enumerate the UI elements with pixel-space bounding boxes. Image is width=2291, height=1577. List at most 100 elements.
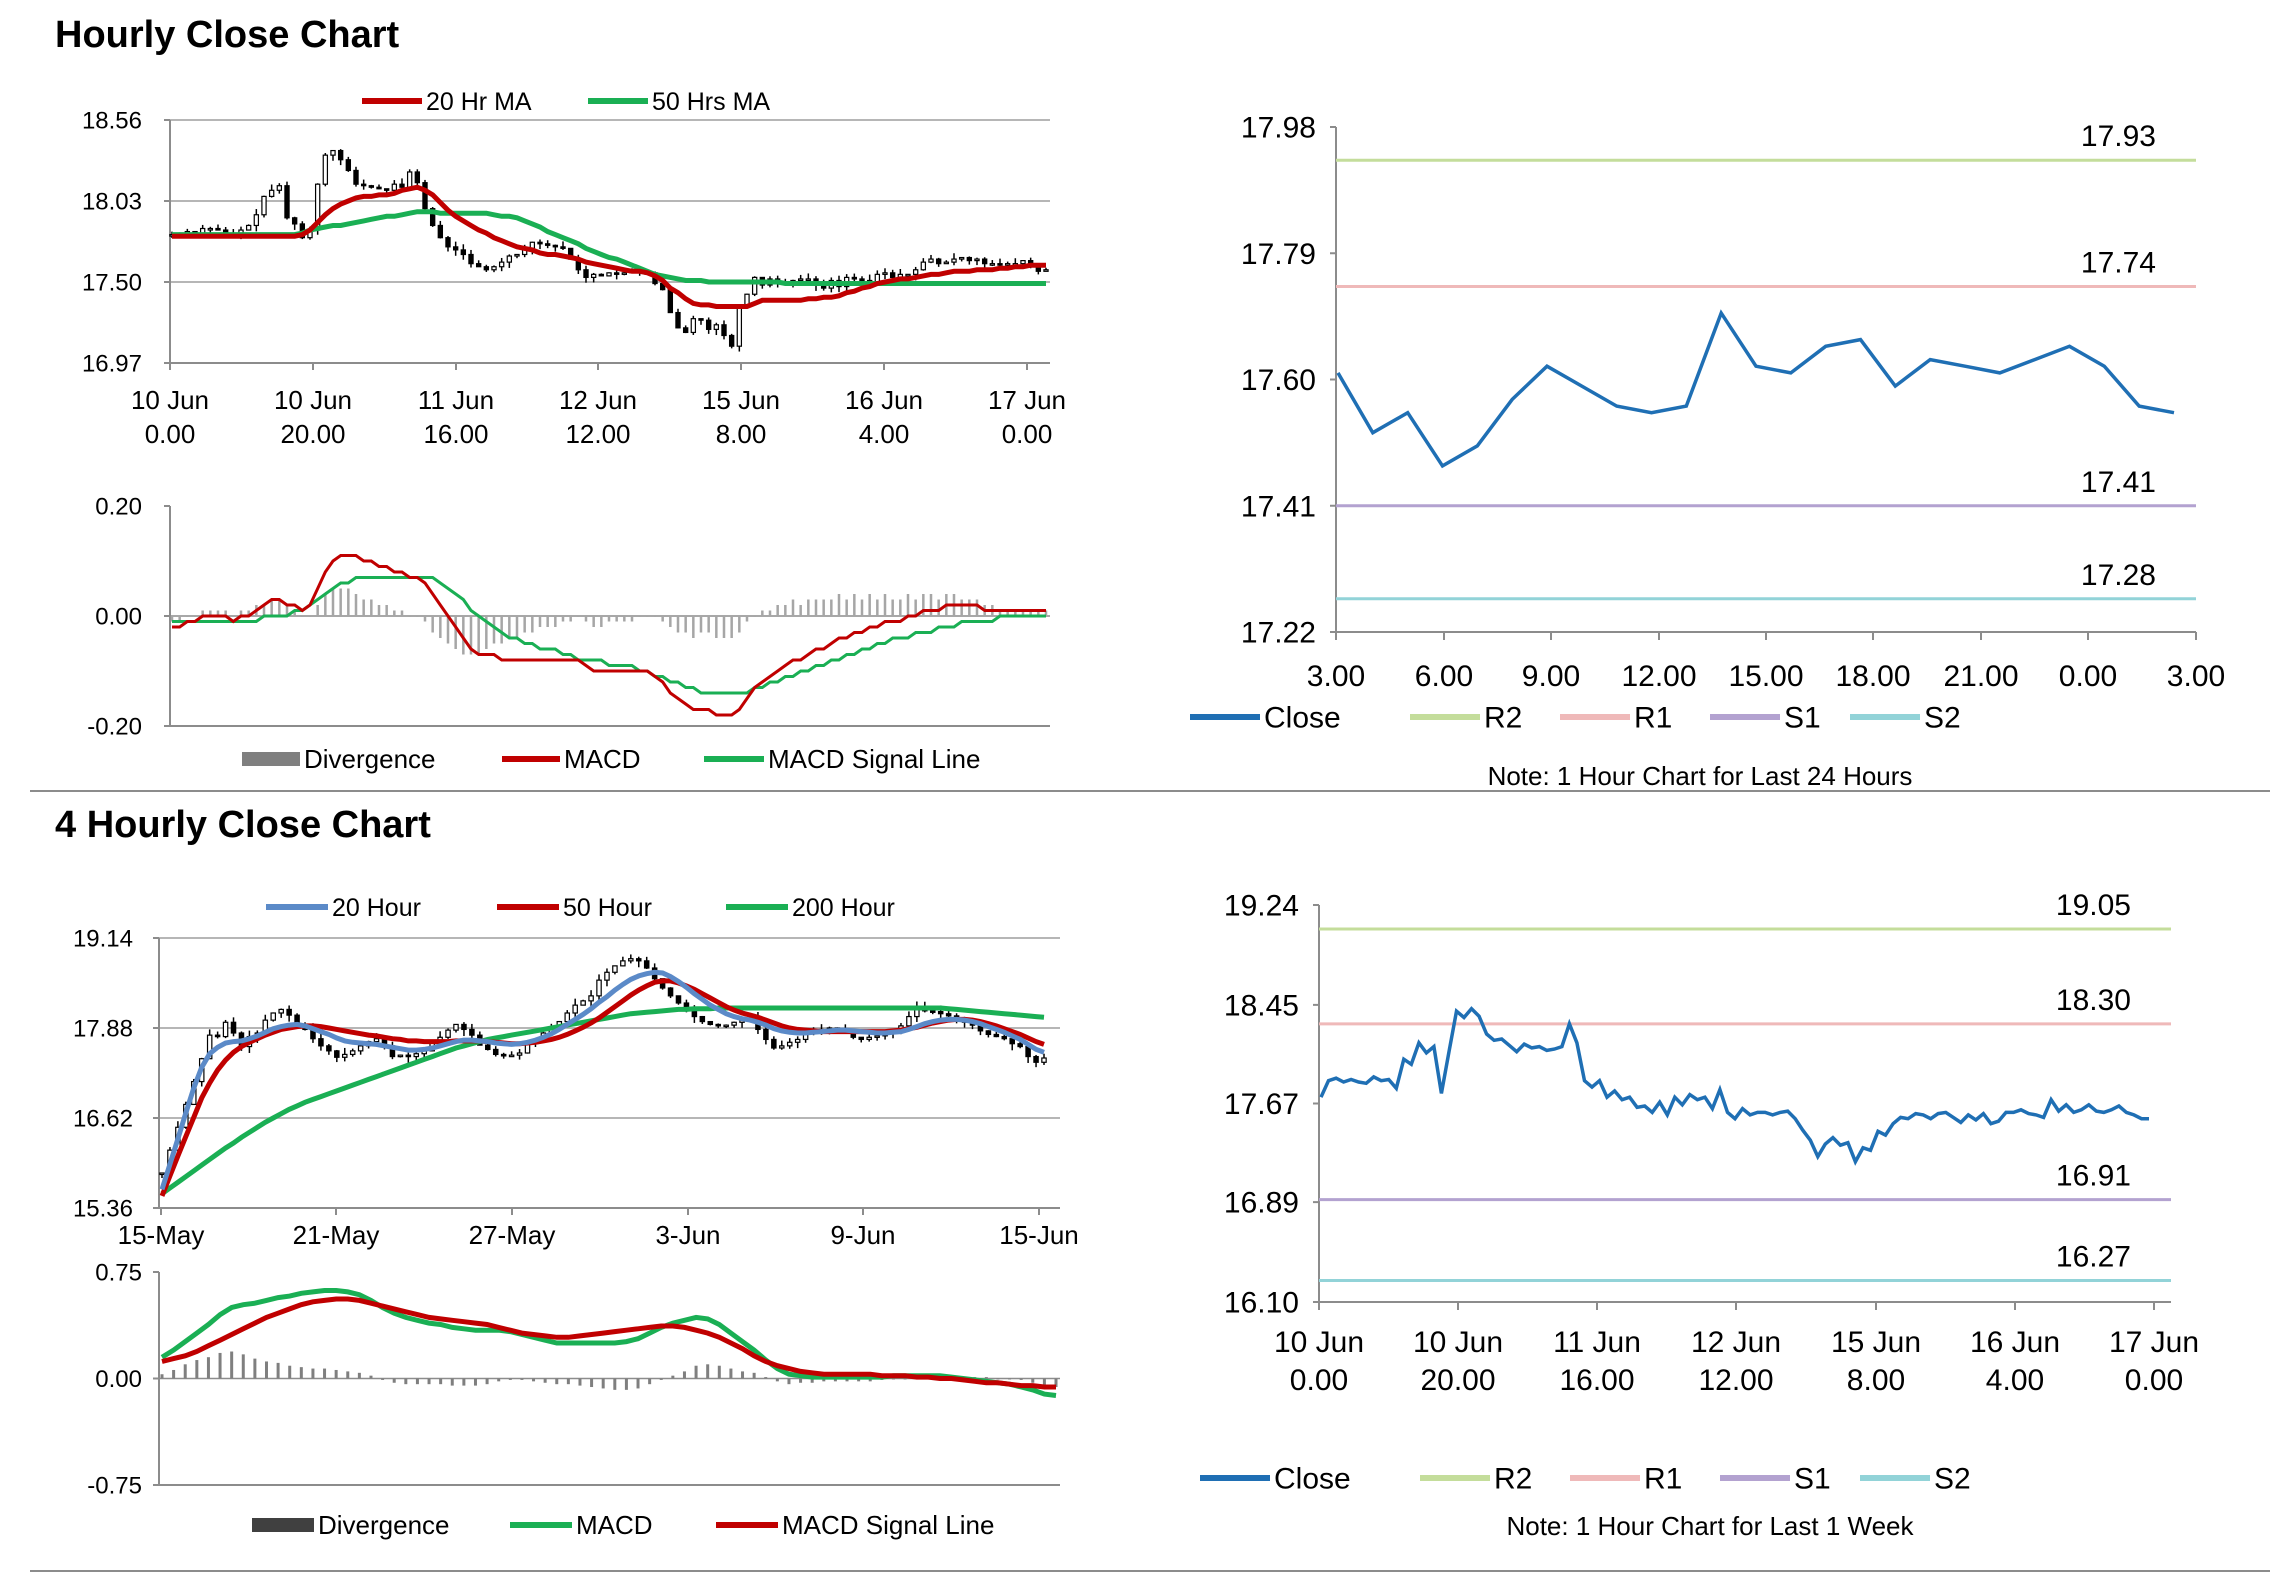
four-hourly-macd-divergence-bar bbox=[230, 1351, 234, 1379]
four-hourly-price-candle-body bbox=[937, 1010, 944, 1015]
hourly-macd-divergence-bar bbox=[799, 605, 802, 616]
four-hourly-macd-divergence-bar bbox=[613, 1378, 617, 1390]
four-hourly-macd-divergence-bar bbox=[891, 1378, 895, 1380]
hourly-macd-divergence-bar bbox=[1029, 610, 1032, 616]
four-hourly-macd-divergence-bar bbox=[218, 1352, 222, 1379]
hourly-price-candle-body bbox=[291, 217, 298, 225]
four-hourly-price-candle-body bbox=[564, 1012, 571, 1023]
hourly-price-candle-body bbox=[728, 334, 735, 347]
hourly-macd-divergence-bar bbox=[531, 616, 534, 633]
four-hourly-price-candle-body bbox=[1001, 1035, 1008, 1040]
hourly-macd-ytick-label: 0.00 bbox=[95, 603, 142, 630]
hourly-price-candle-body bbox=[383, 188, 390, 191]
four-hourly-macd-divergence-bar bbox=[183, 1364, 187, 1379]
four-hourly-price-candle-body bbox=[794, 1038, 801, 1043]
four-hourly-price-candle-body bbox=[993, 1033, 1000, 1038]
four-hourly-price-legend-label: 20 Hour bbox=[332, 894, 421, 922]
hourly-24h-ytick-label: 17.98 bbox=[1241, 112, 1316, 145]
four-hourly-price-candle-body bbox=[929, 1010, 936, 1013]
hourly-1w-xtick-label: 10 Jun bbox=[1274, 1326, 1364, 1359]
four-hourly-macd-divergence-bar bbox=[381, 1378, 385, 1380]
four-hourly-macd-divergence-bar bbox=[195, 1360, 199, 1379]
hourly-price-candle-body bbox=[966, 256, 973, 262]
hourly-price-candle-body bbox=[284, 185, 290, 219]
four-hourly-macd-legend-label: Divergence bbox=[318, 1510, 450, 1540]
four-hourly-price-candle-body bbox=[874, 1035, 880, 1038]
hourly-1w-xtick-label: 0.00 bbox=[2125, 1364, 2183, 1397]
four-hourly-macd-divergence-bar bbox=[288, 1365, 292, 1379]
hourly-price-candle-body bbox=[422, 182, 428, 210]
four-hourly-macd-divergence-bar bbox=[903, 1378, 907, 1380]
hourly-macd-divergence-bar bbox=[960, 599, 963, 616]
hourly-macd-divergence-bar bbox=[347, 588, 350, 616]
hourly-price-candle-body bbox=[215, 227, 221, 231]
hourly-macd-divergence-bar bbox=[630, 616, 634, 622]
hourly-price-candle-body bbox=[920, 261, 927, 271]
four-hourly-macd-divergence-bar bbox=[415, 1378, 419, 1385]
four-hourly-price-candle-body bbox=[945, 1013, 952, 1017]
hourly-price-candle-body bbox=[606, 272, 612, 277]
hourly-price-xtick-label: 8.00 bbox=[716, 419, 767, 449]
hourly-macd-divergence-bar bbox=[423, 616, 427, 622]
hourly-macd-divergence-bar bbox=[745, 616, 749, 622]
hourly-price-xtick-label: 0.00 bbox=[145, 419, 196, 449]
hourly-price-candle-body bbox=[621, 272, 628, 275]
four-hourly-price-candle-body bbox=[357, 1045, 364, 1052]
four-hourly-macd-divergence-bar bbox=[1042, 1378, 1046, 1386]
hourly-24h-xtick-label: 21.00 bbox=[1943, 660, 2018, 693]
hourly-price-candle-body bbox=[667, 289, 674, 314]
hourly-price-candle-body bbox=[974, 258, 980, 262]
four-hourly-price-candle-body bbox=[349, 1050, 356, 1056]
four-hourly-macd-divergence-bar bbox=[427, 1378, 431, 1385]
four-hourly-price-candle-body bbox=[445, 1029, 451, 1038]
hourly-price-candle-body bbox=[261, 195, 267, 216]
hourly-macd-divergence-bar bbox=[477, 616, 480, 655]
hourly-price-xtick-label: 11 Jun bbox=[418, 385, 494, 415]
four-hourly-macd-ytick-label: 0.75 bbox=[95, 1259, 142, 1286]
four-hourly-price-candle-body bbox=[858, 1036, 865, 1041]
hourly-macd-divergence-bar bbox=[975, 599, 979, 616]
four-hourly-price-candle-body bbox=[771, 1038, 777, 1049]
hourly-price-candle-body bbox=[268, 189, 275, 198]
hourly-price-candle-body bbox=[882, 272, 888, 275]
hourly-price-candle-body bbox=[506, 255, 513, 263]
hourly-price-candle-body bbox=[905, 273, 911, 277]
hourly-macd-divergence-bar bbox=[377, 605, 381, 616]
hourly-price-candle-body bbox=[935, 258, 942, 265]
hourly-macd-divergence-bar bbox=[416, 616, 419, 617]
hourly-1w-ytick-label: 16.89 bbox=[1224, 1187, 1299, 1220]
four-hourly-price-candle-body bbox=[596, 979, 602, 997]
four-hourly-macd-divergence-bar bbox=[439, 1378, 443, 1385]
hourly-macd-divergence-bar bbox=[830, 599, 833, 616]
hourly-24h-xtick-label: 6.00 bbox=[1415, 660, 1473, 693]
hourly-price-candle-body bbox=[406, 171, 413, 188]
hourly-24h-ytick-label: 17.22 bbox=[1241, 617, 1316, 650]
four-hourly-ma200-line bbox=[160, 1005, 1045, 1196]
hourly-macd-divergence-bar bbox=[408, 616, 411, 617]
hourly-price-xtick-label: 16 Jun bbox=[845, 385, 923, 415]
hourly-macd-divergence-bar bbox=[170, 616, 174, 622]
hourly-price-xtick-label: 10 Jun bbox=[274, 385, 352, 415]
hourly-1w-legend-label: S2 bbox=[1934, 1463, 1971, 1496]
four-hourly-macd-divergence-bar bbox=[299, 1367, 303, 1379]
four-hourly-macd-divergence-bar bbox=[868, 1378, 872, 1382]
four-hourly-macd-divergence-bar bbox=[253, 1358, 257, 1379]
hourly-price-candle-body bbox=[583, 269, 589, 279]
hourly-price-candle-body bbox=[353, 169, 359, 185]
hourly-price-candle-body bbox=[682, 327, 689, 334]
hourly-price-candle-body bbox=[805, 278, 812, 282]
four-hourly-macd-divergence-bar bbox=[810, 1378, 814, 1383]
hourly-macd-divergence-bar bbox=[301, 616, 304, 617]
hourly-macd-line bbox=[172, 554, 1046, 717]
hourly-1w-legend-label: Close bbox=[1274, 1463, 1351, 1496]
four-hourly-macd-divergence-bar bbox=[485, 1378, 489, 1385]
hourly-price-candle-body bbox=[330, 149, 336, 156]
hourly-macd-divergence-bar bbox=[791, 599, 795, 616]
hourly-1w-legend-label: S1 bbox=[1794, 1463, 1831, 1496]
four-hourly-price-candle-body bbox=[620, 960, 626, 967]
hourly-price-ytick-label: 18.56 bbox=[82, 107, 142, 134]
hourly-macd-divergence-bar bbox=[768, 610, 772, 616]
hourly-1w-level-label: 16.91 bbox=[2056, 1160, 2131, 1193]
four-hourly-price-candle-body bbox=[397, 1054, 404, 1058]
hourly-price-candle-body bbox=[859, 278, 865, 282]
